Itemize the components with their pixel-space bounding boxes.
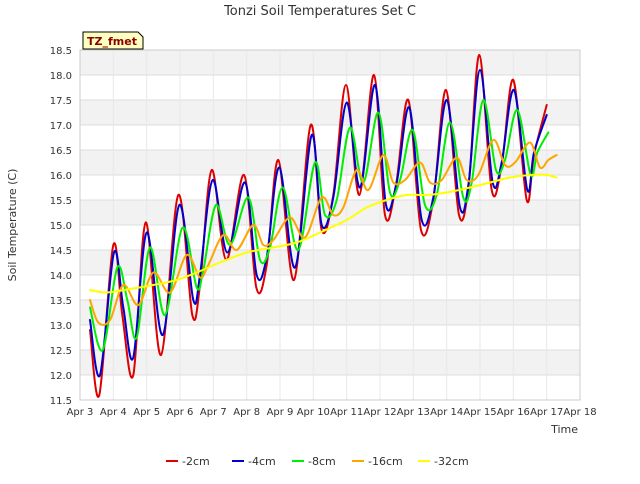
- y-tick-label: 16.0: [50, 171, 72, 182]
- y-tick-label: 18.5: [50, 46, 72, 57]
- x-tick-label: Apr 17: [530, 407, 563, 418]
- grid-band: [80, 350, 580, 375]
- series-line-8cmcm: [89, 98, 550, 352]
- x-tick-label: Apr 11: [330, 407, 363, 418]
- x-tick-label: Apr 14: [430, 407, 463, 418]
- plot-area-border: [79, 49, 581, 401]
- x-tick-label: Apr 16: [497, 407, 530, 418]
- badge-box: [82, 31, 144, 50]
- y-tick-label: 17.0: [50, 121, 72, 132]
- badge: TZ_fmet: [82, 31, 144, 50]
- x-tick-label: Apr 18: [563, 407, 596, 418]
- y-tick-label: 13.5: [50, 296, 72, 307]
- legend-label: -16cm: [368, 455, 403, 468]
- x-tick-label: Apr 6: [167, 407, 194, 418]
- legend-label: -8cm: [308, 455, 336, 468]
- legend: -2cm -4cm -8cm -16cm -32cm: [166, 455, 469, 468]
- x-tick-label: Apr 9: [267, 407, 294, 418]
- legend-label: -4cm: [248, 455, 276, 468]
- y-tick-label: 15.5: [50, 196, 72, 207]
- x-tick-label: Apr 15: [463, 407, 496, 418]
- chart-title: Tonzi Soil Temperatures Set C: [223, 4, 416, 19]
- x-tick-label: Apr 8: [233, 407, 260, 418]
- series-line-32cmcm: [89, 173, 558, 294]
- grid-band: [80, 250, 580, 275]
- y-tick-label: 18.0: [50, 71, 72, 82]
- y-tick-label: 12.0: [50, 371, 72, 382]
- grid-band: [80, 50, 580, 75]
- y-tick-label: 17.5: [50, 96, 72, 107]
- x-tick-label: Apr 3: [67, 407, 94, 418]
- legend-label: -32cm: [434, 455, 469, 468]
- x-tick-label: Apr 5: [133, 407, 160, 418]
- x-tick-label: Apr 4: [100, 407, 127, 418]
- y-tick-label: 14.0: [50, 271, 72, 282]
- series-line-16cmcm: [89, 139, 558, 326]
- x-tick-label: Apr 10: [297, 407, 330, 418]
- y-tick-label: 13.0: [50, 321, 72, 332]
- grid-band: [80, 100, 580, 125]
- series-line-4cmcm: [89, 69, 548, 378]
- y-tick-label: 14.5: [50, 246, 72, 257]
- x-tick-label: Apr 7: [200, 407, 227, 418]
- legend-label: -2cm: [182, 455, 210, 468]
- y-tick-label: 16.5: [50, 146, 72, 157]
- axes: 11.5 12.0 12.5 13.0 13.5 14.0 14.5 15.0 15.5 16.0…: [50, 46, 597, 418]
- series-lines: [89, 53, 558, 398]
- x-axis-label: Time: [550, 423, 578, 436]
- gridlines: [79, 49, 581, 401]
- y-axis-label: Soil Temperature (C): [6, 169, 19, 282]
- y-tick-label: 15.0: [50, 221, 72, 232]
- x-tick-label: Apr 13: [397, 407, 430, 418]
- x-tick-label: Apr 12: [363, 407, 396, 418]
- y-tick-label: 11.5: [50, 396, 72, 407]
- y-tick-label: 12.5: [50, 346, 72, 357]
- badge-label: TZ_fmet: [87, 35, 137, 48]
